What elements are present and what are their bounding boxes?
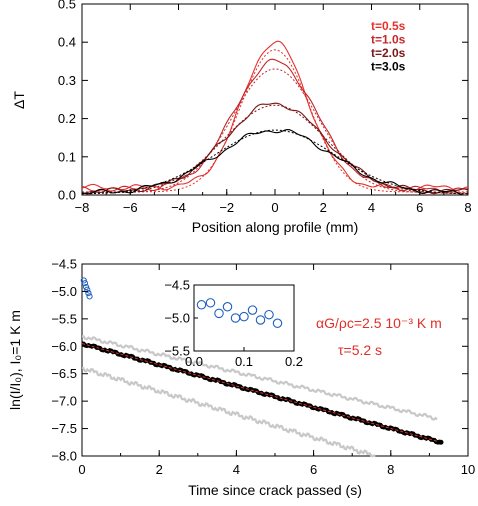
- profile-plot-frame: [81, 3, 469, 196]
- decay-end-point: [438, 439, 444, 445]
- profile-x-tick-label: 6: [416, 200, 423, 215]
- profile-measured-line: [81, 129, 468, 196]
- profile-measured-line: [82, 102, 469, 195]
- decay-x-tick-label: 4: [233, 462, 240, 477]
- profile-model-line: [82, 129, 468, 195]
- profile-legend-entry: t=0.5s: [371, 19, 406, 33]
- inset-y-tick-label: −5.5: [164, 344, 190, 359]
- early-data-point: [86, 293, 93, 300]
- inset-data-point: [272, 318, 283, 329]
- inset-x-tick-label: 0.2: [285, 354, 303, 369]
- profile-x-axis-label: Position along profile (mm): [192, 219, 359, 235]
- decay-y-axis-label: ln(I/I₀), I₀=1 K m: [7, 310, 23, 410]
- decay-x-tick-label: 6: [310, 462, 317, 477]
- profile-x-tick-label: 2: [320, 200, 327, 215]
- early-data-point: [85, 289, 92, 297]
- profile-x-tick-label: −8: [75, 200, 90, 215]
- profile-model-line: [82, 49, 468, 193]
- inset-data-point: [214, 308, 224, 319]
- inset-x-tick-label: 0.1: [235, 354, 253, 369]
- profile-y-tick-label: 0.5: [58, 0, 76, 12]
- profile-model-line: [82, 68, 468, 194]
- decay-x-tick-label: 10: [461, 462, 475, 477]
- decay-x-tick-label: 8: [387, 462, 394, 477]
- profile-model-line: [82, 104, 468, 194]
- profile-y-tick-label: 0.2: [58, 111, 76, 126]
- decay-annotation-tau: τ=5.2 s: [338, 342, 382, 358]
- profile-legend-entry: t=1.0s: [371, 33, 406, 47]
- decay-x-tick-label: 2: [156, 462, 163, 477]
- decay-y-tick-label: −4.5: [51, 257, 77, 272]
- early-data-point: [84, 286, 91, 293]
- decay-y-tick-label: −7.0: [51, 394, 77, 409]
- inset-y-tick-label: −4.5: [164, 278, 190, 293]
- profile-x-tick-label: 8: [464, 200, 471, 215]
- profile-y-tick-label: 0.4: [58, 35, 76, 50]
- inset-data-point: [205, 298, 216, 308]
- profile-x-tick-label: −2: [219, 200, 234, 215]
- decay-annotation-coefficient: αG/ρc=2.5 10⁻³ K m: [316, 315, 442, 331]
- profile-x-tick-label: −4: [171, 200, 186, 215]
- profile-chart: −8 −6 −4 −2 0 2 4 6 80.00.10.20.30.40.5 t=0.5st=…: [11, 0, 472, 235]
- lower-bound-line: [81, 366, 376, 458]
- profile-measured-line: [81, 40, 469, 191]
- inset-data-point: [196, 300, 207, 310]
- inset-data-point: [239, 311, 249, 322]
- inset-data-point: [255, 315, 266, 325]
- decay-x-tick-label: 0: [78, 462, 85, 477]
- decay-y-tick-label: −8.0: [51, 449, 77, 464]
- decay-y-tick-label: −6.0: [51, 339, 77, 354]
- profile-y-axis-label: ΔT: [11, 91, 27, 109]
- inset-background: [193, 279, 295, 357]
- inset-data-point: [222, 302, 233, 312]
- decay-fit-line: [81, 343, 442, 443]
- inset-y-tick-label: −5.0: [164, 311, 190, 326]
- profile-measured-line: [81, 58, 469, 193]
- profile-legend-entry: t=2.0s: [371, 46, 406, 60]
- upper-bound-line: [82, 335, 438, 421]
- profile-y-tick-label: 0.0: [58, 188, 76, 203]
- profile-x-tick-label: −6: [123, 200, 138, 215]
- inset-data-point: [264, 309, 274, 320]
- decay-chart: 0 2 4 6 8 10−8.0−7.5−7.0−6.5−6.0−5.5−5.0−4.5 …: [7, 257, 475, 499]
- profile-x-tick-label: 0: [271, 200, 278, 215]
- profile-y-tick-label: 0.1: [58, 149, 76, 164]
- inset-x-tick-label: 0.0: [185, 354, 203, 369]
- decay-y-tick-label: −5.5: [51, 311, 77, 326]
- decay-x-axis-label: Time since crack passed (s): [188, 482, 362, 498]
- profile-y-tick-label: 0.3: [58, 73, 76, 88]
- inset-data-point: [247, 305, 258, 315]
- decay-y-tick-label: −7.5: [51, 421, 77, 436]
- profile-x-tick-label: 4: [368, 200, 375, 215]
- decay-y-tick-label: −5.0: [51, 284, 77, 299]
- early-data-point: [81, 280, 89, 287]
- profile-legend-entry: t=3.0s: [371, 60, 406, 74]
- decay-y-tick-label: −6.5: [51, 366, 77, 381]
